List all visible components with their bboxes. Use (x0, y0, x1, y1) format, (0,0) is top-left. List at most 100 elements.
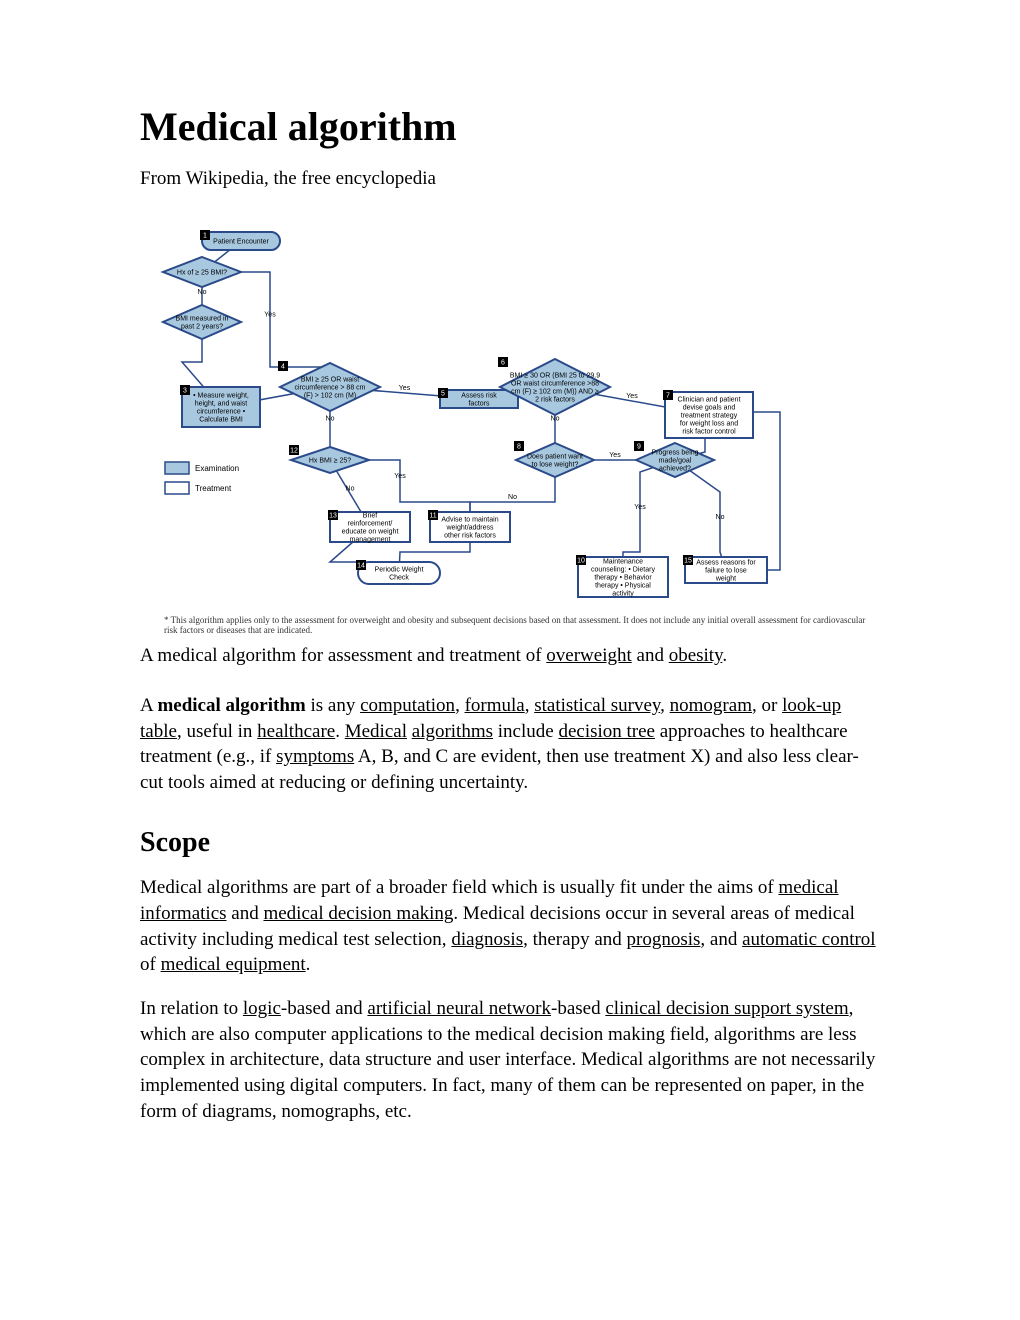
link-obesity[interactable]: obesity (669, 645, 723, 666)
link-prognosis[interactable]: prognosis (627, 929, 701, 950)
svg-text:3: 3 (183, 387, 187, 394)
scope1-t5: , and (700, 929, 742, 950)
svg-text:weight: weight (715, 575, 736, 582)
scope-paragraph-2: In relation to logic-based and artificia… (140, 996, 880, 1124)
link-formula[interactable]: formula (465, 695, 525, 716)
svg-text:BMI measured in: BMI measured in (176, 315, 229, 322)
svg-text:BMI ≥ 25 OR waist: BMI ≥ 25 OR waist (301, 376, 359, 383)
intro-t4: , useful in (177, 721, 257, 742)
svg-text:Yes: Yes (634, 504, 646, 511)
svg-text:Clinician and patient: Clinician and patient (677, 396, 740, 403)
link-healthcare[interactable]: healthcare (257, 721, 335, 742)
svg-text:Calculate BMI: Calculate BMI (199, 416, 243, 423)
link-logic[interactable]: logic (243, 998, 281, 1019)
svg-text:Brief: Brief (363, 512, 377, 519)
flowchart-footnote: * This algorithm applies only to the ass… (164, 616, 880, 636)
link-overweight[interactable]: overweight (546, 645, 631, 666)
svg-text:treatment strategy: treatment strategy (681, 412, 738, 419)
caption-text: A medical algorithm for assessment and t… (140, 645, 546, 666)
intro-t5: . (335, 721, 345, 742)
svg-text:Yes: Yes (609, 452, 621, 459)
scope1-t7: . (306, 954, 311, 975)
svg-text:to lose weight?: to lose weight? (532, 461, 579, 468)
link-medical-decision-making[interactable]: medical decision making (263, 903, 453, 924)
link-medical-equipment[interactable]: medical equipment (161, 954, 306, 975)
svg-text:past 2 years?: past 2 years? (181, 323, 223, 330)
svg-text:for weight loss and: for weight loss and (680, 420, 738, 427)
svg-text:Patient Encounter: Patient Encounter (213, 238, 269, 245)
link-diagnosis[interactable]: diagnosis (451, 929, 523, 950)
svg-text:Does patient want: Does patient want (527, 453, 583, 460)
svg-text:factors: factors (468, 400, 490, 407)
svg-text:achieved?: achieved? (659, 465, 691, 472)
svg-text:15: 15 (684, 557, 692, 564)
svg-text:other risk factors: other risk factors (444, 532, 496, 539)
svg-text:Progress being: Progress being (651, 449, 698, 456)
intro-t3: , or (752, 695, 782, 716)
svg-text:7: 7 (666, 392, 670, 399)
link-decision-tree[interactable]: decision tree (558, 721, 655, 742)
link-nomogram[interactable]: nomogram (670, 695, 752, 716)
svg-text:made/goal: made/goal (659, 457, 692, 464)
svg-text:Yes: Yes (394, 473, 406, 480)
intro-t1: A (140, 695, 157, 716)
svg-text:Treatment: Treatment (195, 484, 232, 493)
link-medical[interactable]: Medical (345, 721, 407, 742)
scope2-t3: -based (551, 998, 605, 1019)
intro-bold: medical algorithm (157, 695, 305, 716)
svg-text:13: 13 (329, 512, 337, 519)
page-title: Medical algorithm (140, 100, 880, 154)
svg-text:management: management (350, 536, 391, 543)
link-computation[interactable]: computation (360, 695, 455, 716)
link-artificial-neural-network[interactable]: artificial neural network (367, 998, 551, 1019)
svg-text:11: 11 (429, 512, 436, 519)
svg-text:therapy • Behavior: therapy • Behavior (594, 574, 652, 581)
svg-text:No: No (551, 415, 560, 422)
svg-text:Check: Check (389, 574, 409, 581)
svg-text:1: 1 (203, 232, 207, 239)
svg-text:4: 4 (281, 363, 285, 370)
svg-text:height, and waist: height, and waist (195, 400, 248, 407)
svg-text:9: 9 (637, 443, 641, 450)
svg-text:Yes: Yes (399, 385, 411, 392)
svg-text:counseling: • Dietary: counseling: • Dietary (591, 566, 655, 573)
scope1-t2: and (227, 903, 264, 924)
flowchart-figure: NoYesYesYesNoNoYesNoYesNoYesNoPatient En… (140, 212, 880, 636)
svg-text:Yes: Yes (626, 393, 638, 400)
svg-text:No: No (326, 415, 335, 422)
flowchart-svg: NoYesYesYesNoNoYesNoYesNoYesNoPatient En… (140, 212, 800, 612)
svg-text:devise goals and: devise goals and (683, 404, 736, 411)
svg-text:circumference •: circumference • (197, 408, 246, 415)
svg-text:6: 6 (501, 359, 505, 366)
svg-text:cm (F) ≥ 102 cm (M)) AND ≥: cm (F) ≥ 102 cm (M)) AND ≥ (511, 388, 599, 395)
link-clinical-decision-support-system[interactable]: clinical decision support system (605, 998, 848, 1019)
caption-suffix: . (722, 645, 727, 666)
link-symptoms[interactable]: symptoms (276, 746, 354, 767)
svg-text:failure to lose: failure to lose (705, 567, 747, 574)
svg-text:Assess risk: Assess risk (461, 392, 497, 399)
scope2-t2: -based and (281, 998, 368, 1019)
svg-text:circumference > 88 cm: circumference > 88 cm (295, 384, 366, 391)
scope-heading: Scope (140, 824, 880, 862)
svg-text:Periodic Weight: Periodic Weight (375, 566, 424, 573)
svg-text:10: 10 (577, 557, 585, 564)
link-statistical-survey[interactable]: statistical survey (534, 695, 660, 716)
svg-text:No: No (508, 494, 517, 501)
svg-text:(F) > 102 cm (M): (F) > 102 cm (M) (304, 392, 356, 399)
link-automatic-control[interactable]: automatic control (742, 929, 875, 950)
svg-text:2 risk factors: 2 risk factors (535, 396, 575, 403)
svg-text:Hx of ≥ 25 BMI?: Hx of ≥ 25 BMI? (177, 269, 227, 276)
svg-text:risk factor control: risk factor control (682, 428, 736, 435)
intro-t7: include (493, 721, 558, 742)
svg-text:therapy • Physical: therapy • Physical (595, 582, 651, 589)
link-algorithms[interactable]: algorithms (412, 721, 493, 742)
svg-text:OR waist circumference >88: OR waist circumference >88 (511, 380, 599, 387)
svg-text:• Measure weight,: • Measure weight, (193, 392, 249, 399)
svg-text:8: 8 (517, 443, 521, 450)
subtitle: From Wikipedia, the free encyclopedia (140, 166, 880, 192)
svg-text:14: 14 (357, 562, 365, 569)
scope1-t6: of (140, 954, 161, 975)
svg-text:Examination: Examination (195, 464, 239, 473)
svg-text:No: No (716, 514, 725, 521)
svg-text:Yes: Yes (264, 311, 276, 318)
